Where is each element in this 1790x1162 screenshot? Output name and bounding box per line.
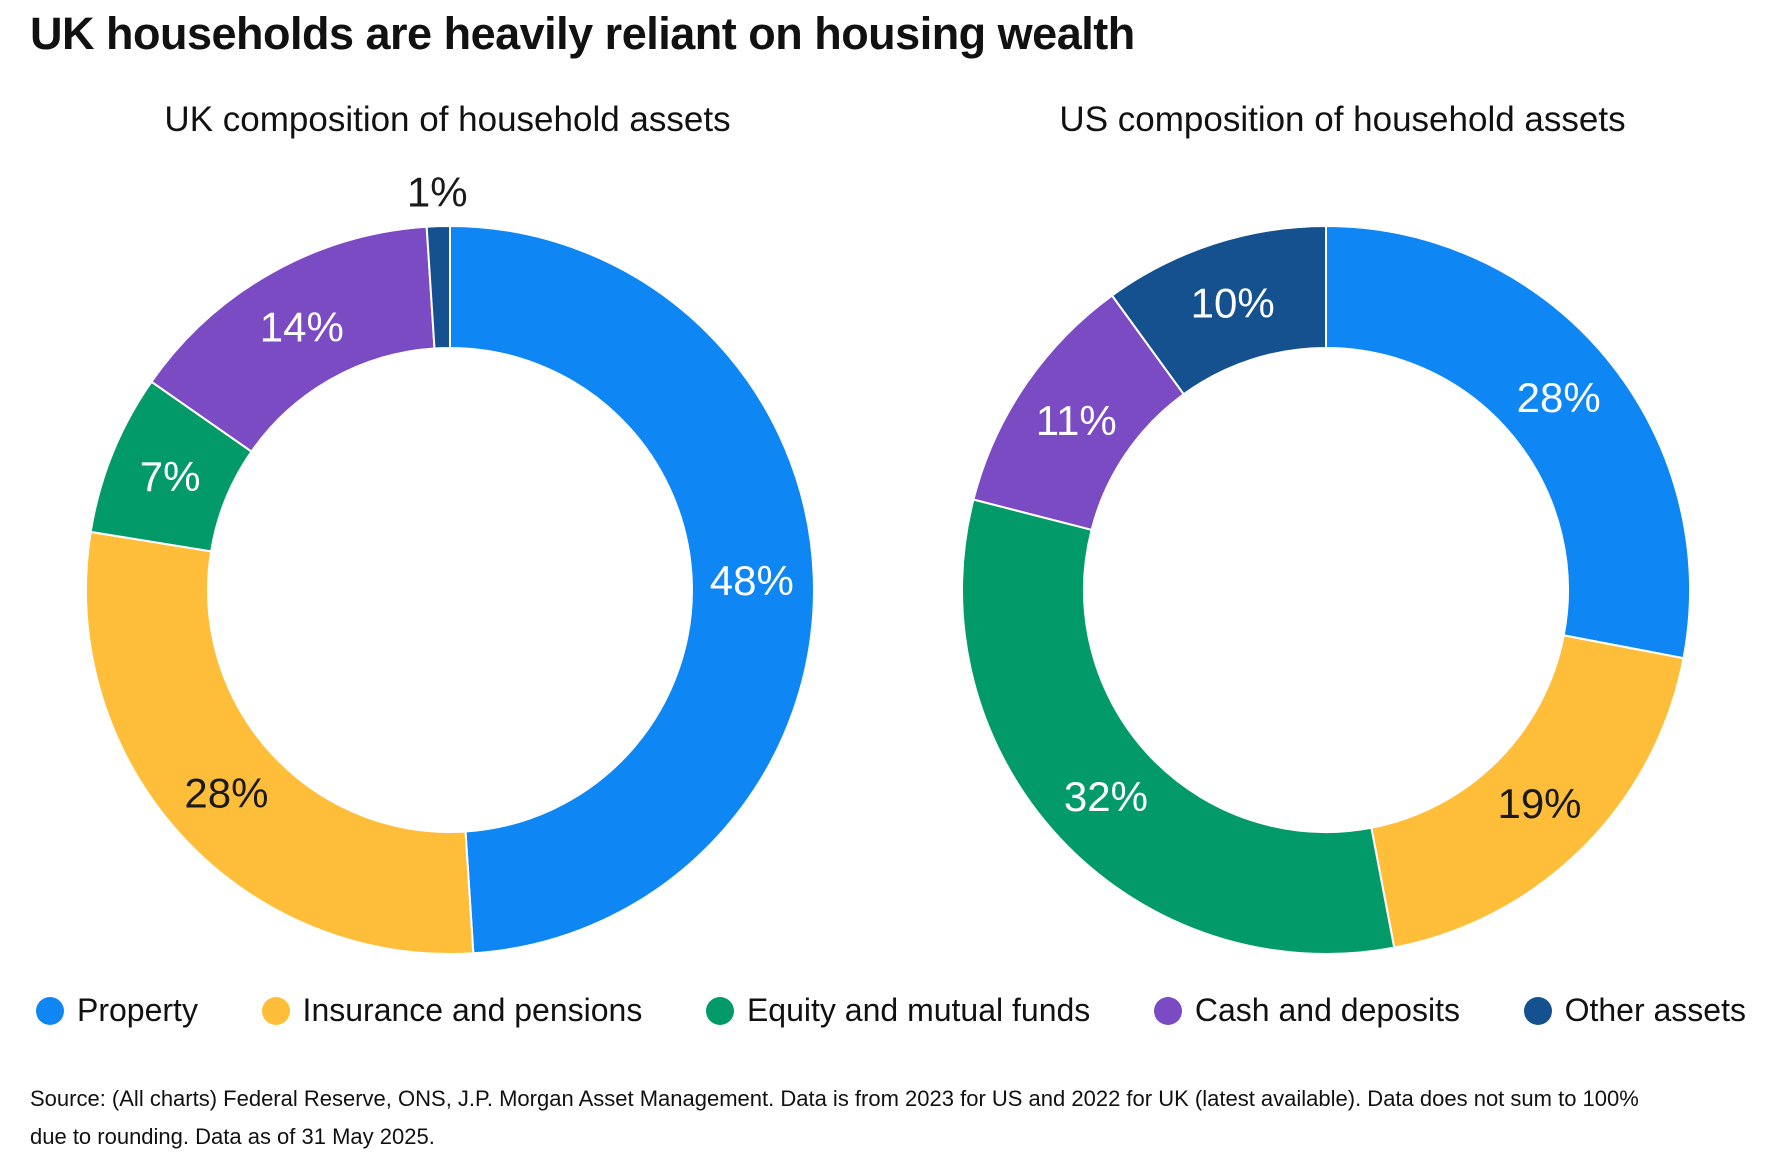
uk-donut-label-cash-and-deposits: 14%: [260, 303, 344, 350]
legend-label: Property: [77, 992, 198, 1028]
legend: Property Insurance and pensions Equity and…: [36, 992, 1746, 1029]
uk-donut-slice-property: [449, 224, 815, 955]
us-donut-label-other-assets: 10%: [1191, 279, 1275, 326]
legend-swatch-icon: [261, 996, 290, 1025]
source-note: Source: (All charts) Federal Reserve, ON…: [30, 1080, 1775, 1156]
us-donut-label-cash-and-deposits: 11%: [1036, 397, 1117, 444]
uk-donut-label-insurance-and-pensions: 28%: [184, 770, 268, 817]
us-donut-label-equity-and-mutual-funds: 32%: [1064, 773, 1148, 820]
legend-label: Insurance and pensions: [302, 992, 643, 1028]
us-donut-chart: 28% 19% 32% 11% 10%: [961, 224, 1691, 955]
us-donut-slice-other-assets: [1110, 224, 1327, 396]
legend-item-equity-and-mutual-funds: Equity and mutual funds: [705, 992, 1091, 1029]
legend-item-property: Property: [36, 992, 198, 1029]
legend-label: Other assets: [1564, 992, 1746, 1028]
source-line-2: due to rounding. Data as of 31 May 2025.: [30, 1124, 435, 1149]
us-donut-label-property: 28%: [1517, 374, 1601, 421]
us-donut-slice-property: [1325, 224, 1691, 660]
legend-swatch-icon: [705, 996, 734, 1025]
legend-item-other-assets: Other assets: [1523, 992, 1746, 1029]
page-title: UK households are heavily reliant on hou…: [30, 8, 1135, 59]
legend-label: Cash and deposits: [1194, 992, 1460, 1028]
legend-label: Equity and mutual funds: [746, 992, 1091, 1028]
uk-chart-title: UK composition of household assets: [164, 100, 731, 139]
uk-donut-label-other-assets: 1%: [407, 169, 468, 216]
uk-donut-label-equity-and-mutual-funds: 7%: [140, 453, 201, 500]
uk-donut-chart: 48% 28% 7% 14% 1%: [85, 169, 815, 955]
uk-donut-slice-other-assets: [425, 224, 451, 350]
legend-swatch-icon: [1523, 996, 1552, 1025]
uk-donut-slice-insurance-and-pensions: [85, 530, 475, 955]
us-donut-label-insurance-and-pensions: 19%: [1497, 780, 1581, 827]
us-donut-slice-insurance-and-pensions: [1370, 634, 1685, 949]
uk-donut-label-property: 48%: [710, 557, 794, 604]
us-donut-slice-equity-and-mutual-funds: [961, 498, 1396, 955]
source-line-1: Source: (All charts) Federal Reserve, ON…: [30, 1086, 1639, 1111]
legend-swatch-icon: [36, 996, 64, 1025]
legend-item-insurance-and-pensions: Insurance and pensions: [261, 992, 643, 1029]
us-chart-title: US composition of household assets: [1059, 100, 1626, 139]
legend-item-cash-and-deposits: Cash and deposits: [1153, 992, 1460, 1029]
legend-swatch-icon: [1153, 996, 1182, 1025]
